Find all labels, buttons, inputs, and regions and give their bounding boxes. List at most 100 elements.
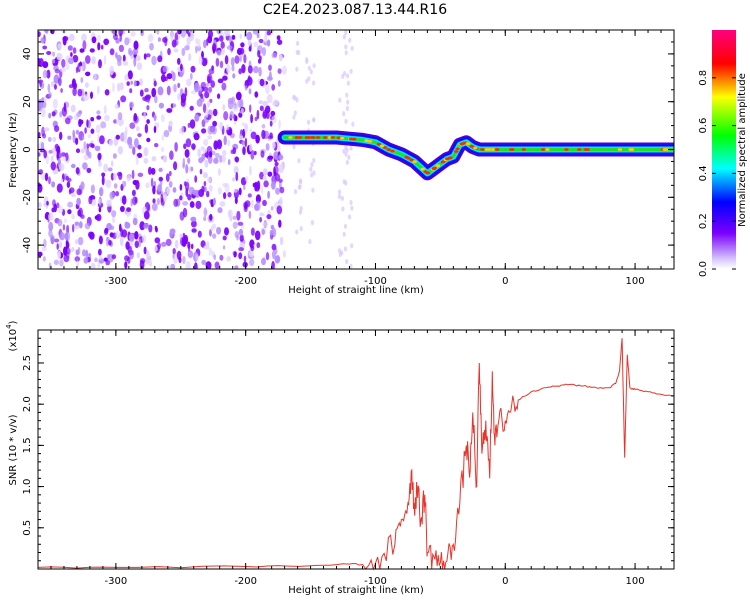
noise-blob <box>308 238 312 245</box>
noise-blob <box>130 31 136 37</box>
noise-blob <box>145 53 151 58</box>
noise-blob <box>276 254 280 262</box>
noise-blob <box>158 176 164 182</box>
noise-blob <box>190 243 194 250</box>
noise-blob <box>124 255 130 262</box>
signal-hotspot <box>297 136 303 139</box>
noise-blob <box>77 236 84 246</box>
noise-blob <box>187 193 192 201</box>
y-tick-label: 1.0 <box>22 479 33 495</box>
noise-blob <box>208 184 213 192</box>
noise-blob <box>103 163 109 173</box>
noise-blob <box>38 132 41 138</box>
noise-blob <box>267 155 274 160</box>
noise-blob <box>180 30 186 38</box>
noise-blob <box>75 249 80 256</box>
signal-hotspot <box>330 136 335 139</box>
noise-blob <box>349 68 353 74</box>
noise-blob <box>207 125 214 135</box>
noise-blob <box>129 101 135 109</box>
noise-blob <box>84 127 87 134</box>
noise-blob <box>350 205 354 211</box>
noise-blob <box>222 182 228 188</box>
noise-blob <box>269 229 274 236</box>
noise-blob <box>47 83 51 93</box>
noise-blob <box>207 35 213 44</box>
noise-blob <box>271 84 276 91</box>
noise-blob <box>174 32 178 42</box>
noise-blob <box>230 57 235 67</box>
noise-blob <box>278 178 283 183</box>
noise-blob <box>42 101 47 109</box>
noise-blob <box>182 157 186 168</box>
noise-blob <box>132 48 139 55</box>
noise-blob <box>117 112 123 121</box>
noise-blob <box>157 184 163 192</box>
noise-blob <box>63 255 70 263</box>
noise-blob <box>124 74 129 81</box>
noise-blob <box>144 123 149 134</box>
noise-blob <box>146 105 150 111</box>
noise-blob <box>195 253 199 261</box>
noise-blob <box>75 129 80 135</box>
noise-blob <box>198 55 203 65</box>
noise-blob <box>169 150 174 160</box>
noise-blob <box>342 231 346 237</box>
noise-blob <box>111 210 117 218</box>
noise-blob <box>305 78 309 84</box>
snr-scale-base: (x10 <box>8 329 19 352</box>
noise-blob <box>260 150 265 158</box>
colorbar-gradient <box>712 30 736 269</box>
noise-blob <box>103 55 107 65</box>
noise-blob <box>79 65 84 71</box>
noise-blob <box>255 200 261 211</box>
noise-blob <box>134 240 139 249</box>
noise-blob <box>189 105 194 111</box>
noise-blob <box>277 80 281 87</box>
noise-blob <box>167 48 171 56</box>
noise-blob <box>106 199 111 207</box>
noise-blob <box>177 93 181 101</box>
noise-blob <box>47 136 52 142</box>
noise-blob <box>62 156 67 162</box>
noise-blob <box>161 241 167 247</box>
noise-blob <box>297 158 301 164</box>
noise-blob <box>160 146 165 153</box>
noise-blob <box>219 60 224 69</box>
noise-blob <box>220 41 225 49</box>
signal-hotspot <box>521 148 526 151</box>
noise-blob <box>146 250 150 259</box>
noise-blob <box>119 236 124 247</box>
noise-blob <box>271 260 275 269</box>
noise-blob <box>250 113 254 124</box>
noise-blob <box>184 149 190 158</box>
y-tick-label: 0 <box>22 146 33 152</box>
noise-blob <box>244 124 249 134</box>
snr-scale-close: ) <box>8 320 19 324</box>
signal-hotspot <box>490 148 495 151</box>
noise-blob <box>217 93 221 99</box>
noise-blob <box>206 190 210 198</box>
noise-blob <box>144 88 149 93</box>
noise-blob <box>227 159 231 166</box>
noise-blob <box>53 238 60 243</box>
noise-blob <box>173 48 179 53</box>
noise-blob <box>143 111 146 120</box>
noise-blob <box>312 80 316 86</box>
noise-blob <box>51 59 56 64</box>
noise-blob <box>342 111 346 117</box>
noise-blob <box>97 34 101 41</box>
noise-blob <box>71 213 75 220</box>
noise-blob <box>278 197 283 207</box>
noise-blob <box>247 76 253 86</box>
noise-blob <box>126 207 132 213</box>
noise-blob <box>192 189 199 196</box>
x-tick-label: 0 <box>502 276 508 287</box>
noise-blob <box>98 207 102 213</box>
noise-blob <box>115 191 119 197</box>
noise-blob <box>194 175 198 183</box>
noise-blob <box>71 247 75 252</box>
noise-blob <box>177 57 181 65</box>
noise-blob <box>276 39 283 45</box>
noise-blob <box>201 57 208 67</box>
